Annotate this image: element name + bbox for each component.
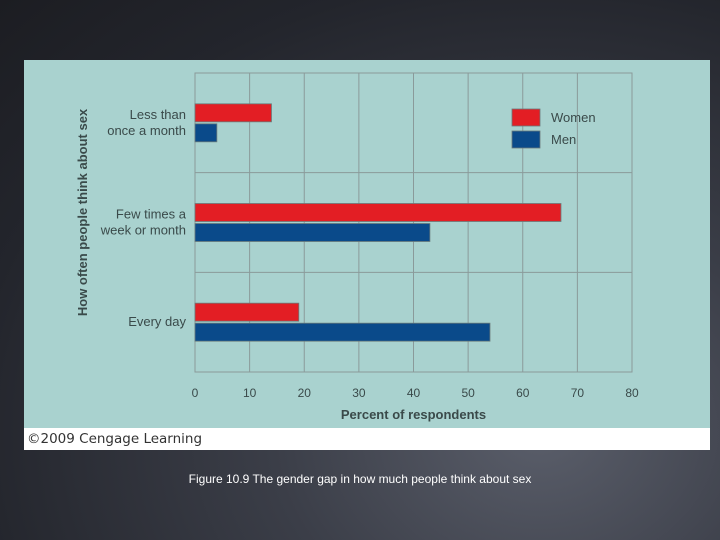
bar-chart: Less than once a month Few times a week or … [75, 72, 639, 422]
y-axis-label: How often people think about sex [75, 108, 90, 316]
figure-caption: Figure 10.9 The gender gap in how much p… [188, 472, 532, 486]
x-tick-label: 30 [352, 386, 366, 400]
legend-swatch-men [511, 130, 541, 149]
x-tick-label: 40 [407, 386, 421, 400]
legend-swatch-women [511, 108, 541, 127]
x-axis-label: Percent of respondents [341, 407, 486, 422]
bar-men-2 [194, 322, 491, 342]
bar-men-0 [194, 123, 218, 143]
legend-label-women: Women [551, 110, 596, 125]
copyright-credit: ©2009 Cengage Learning [24, 428, 710, 450]
category-label: Few times a week or month [100, 207, 187, 238]
figure-panel: Less than once a month Few times a week or … [24, 60, 710, 450]
category-label: Less than once a month [107, 107, 186, 138]
legend-label-men: Men [551, 132, 576, 147]
bar-men-1 [194, 223, 431, 242]
bar-women-1 [194, 203, 562, 222]
x-tick-label: 20 [298, 386, 312, 400]
bar-women-0 [194, 103, 272, 123]
x-tick-label: 0 [192, 386, 199, 400]
x-tick-label: 60 [516, 386, 530, 400]
x-tick-label: 50 [461, 386, 475, 400]
category-label: Every day [128, 314, 186, 329]
x-tick-label: 70 [571, 386, 585, 400]
x-tick-label: 80 [625, 386, 639, 400]
x-tick-label: 10 [243, 386, 257, 400]
bar-women-2 [194, 302, 300, 322]
